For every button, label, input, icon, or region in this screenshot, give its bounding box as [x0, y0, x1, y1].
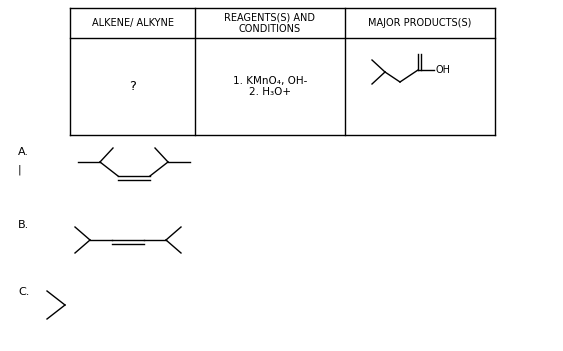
- Text: 1. KMnO₄, OH-
2. H₃O+: 1. KMnO₄, OH- 2. H₃O+: [233, 76, 307, 97]
- Text: MAJOR PRODUCTS(S): MAJOR PRODUCTS(S): [368, 18, 472, 28]
- Text: B.: B.: [18, 220, 29, 230]
- Text: OH: OH: [435, 65, 450, 75]
- Text: |: |: [18, 165, 21, 175]
- Text: C.: C.: [18, 287, 29, 297]
- Text: A.: A.: [18, 147, 29, 157]
- Text: REAGENTS(S) AND
CONDITIONS: REAGENTS(S) AND CONDITIONS: [225, 12, 315, 34]
- Text: ?: ?: [129, 80, 136, 93]
- Text: ALKENE/ ALKYNE: ALKENE/ ALKYNE: [92, 18, 173, 28]
